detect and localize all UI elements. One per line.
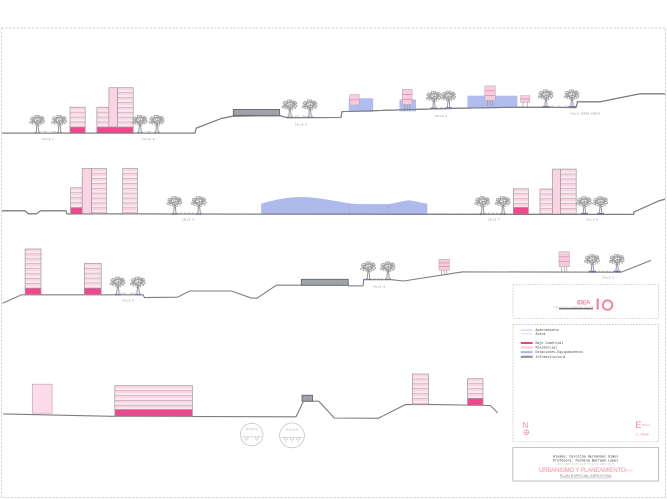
svg-text:CALLE D: CALLE D: [295, 124, 308, 127]
svg-text:arquitectura y urbanismo soste: arquitectura y urbanismo sostenible: [553, 305, 596, 308]
svg-text:CALLE K: CALLE K: [602, 277, 615, 280]
svg-text:Universidad Politécnica de Ter: Universidad Politécnica de Territorio Ca…: [557, 462, 615, 465]
svg-text:Aparcamiento: Aparcamiento: [536, 328, 560, 332]
svg-text:CALLE PEREZ RUBIO: CALLE PEREZ RUBIO: [570, 113, 600, 116]
svg-text:IDEA: IDEA: [577, 299, 591, 306]
svg-text:CALLE P: CALLE P: [488, 219, 501, 222]
svg-text:Dotaciones-Equipamientos: Dotaciones-Equipamientos: [536, 350, 584, 354]
svg-text:Acera: Acera: [536, 332, 546, 336]
svg-text:Infraestructura: Infraestructura: [536, 355, 566, 359]
svg-text:CALLE C: CALLE C: [42, 138, 55, 141]
svg-text:Bajo Comercial: Bajo Comercial: [536, 341, 564, 345]
svg-text:CALLE A: CALLE A: [435, 115, 448, 118]
svg-text:CALLE N: CALLE N: [182, 219, 195, 222]
svg-text:URBANISMO Y PLANEAMIENTO››·›››: URBANISMO Y PLANEAMIENTO››·›››: [539, 467, 633, 474]
svg-text:SCALA: SCALA: [642, 424, 650, 427]
svg-text:Profesora: Fermina Barrado Lóp: Profesora: Fermina Barrado López: [553, 458, 618, 463]
svg-text:CALLE Q: CALLE Q: [373, 286, 386, 289]
svg-text:Residencial: Residencial: [536, 346, 558, 350]
svg-text:CALLE M: CALLE M: [586, 219, 599, 222]
svg-text:N: N: [523, 421, 529, 430]
svg-text:PLAN ESPECIAL ARROYOSA: PLAN ESPECIAL ARROYOSA: [560, 474, 612, 478]
svg-text:E: E: [636, 420, 642, 430]
svg-text:Alumna: Carolina Hernández Gim: Alumna: Carolina Hernández Gimos: [553, 455, 618, 460]
svg-text:1:1000: 1:1000: [636, 433, 649, 437]
svg-text:CALLE B: CALLE B: [142, 138, 155, 141]
svg-text:CALLE E: CALLE E: [122, 300, 135, 303]
